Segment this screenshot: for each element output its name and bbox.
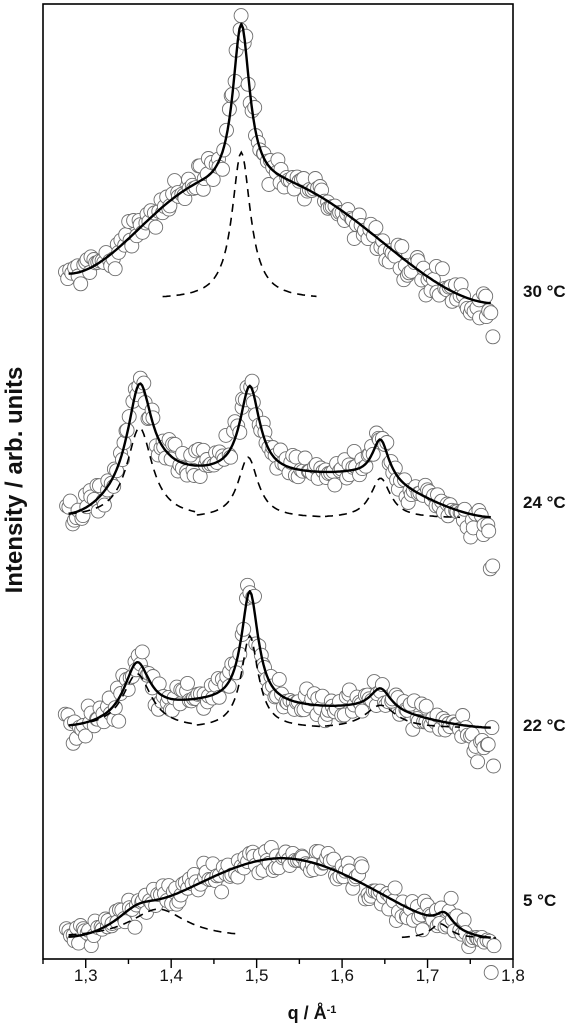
- data-point: [485, 329, 501, 345]
- data-point: [244, 373, 260, 389]
- x-tick-label: 1,7: [416, 966, 440, 985]
- x-axis-title: q / Å-1: [288, 1003, 337, 1023]
- data-point: [483, 305, 499, 321]
- series-label: 30 °C: [523, 282, 566, 301]
- fit-curve: [68, 590, 491, 729]
- component-curve: [196, 634, 326, 728]
- x-tick-label: 1,6: [330, 966, 354, 985]
- fit-curve: [68, 22, 491, 305]
- data-point: [180, 675, 195, 691]
- series-label: 24 °C: [523, 493, 566, 512]
- component-curves: [68, 150, 496, 939]
- series-label: 22 °C: [523, 716, 566, 735]
- component-curve: [77, 672, 196, 725]
- data-point: [354, 859, 370, 875]
- series-label: 5 °C: [523, 891, 556, 910]
- data-point: [111, 713, 127, 729]
- data-point: [233, 8, 249, 24]
- component-curve: [162, 150, 317, 298]
- data-point: [481, 523, 497, 539]
- fit-curve: [68, 857, 491, 939]
- y-axis-title: Intensity / arb. units: [1, 367, 28, 594]
- data-point: [443, 890, 459, 906]
- data-point: [96, 497, 112, 513]
- data-points: [57, 8, 502, 980]
- component-curve: [196, 456, 326, 518]
- data-point: [214, 884, 230, 900]
- data-point: [148, 219, 164, 235]
- component-curve: [68, 427, 196, 515]
- data-point: [394, 239, 410, 254]
- data-point: [470, 754, 486, 770]
- data-point: [327, 477, 343, 493]
- data-point: [387, 880, 403, 896]
- x-tick-label: 1,3: [74, 966, 98, 985]
- data-point: [271, 671, 287, 687]
- data-point: [78, 728, 93, 744]
- series-labels: 5 °C 22 °C 24 °C 30 °C: [523, 282, 566, 910]
- component-curve: [401, 923, 496, 939]
- data-point: [73, 276, 89, 292]
- data-point: [483, 965, 499, 980]
- data-point: [480, 737, 496, 752]
- data-point: [456, 912, 472, 928]
- data-point: [434, 261, 450, 277]
- data-point: [486, 758, 501, 774]
- x-tick-label: 1,8: [501, 966, 525, 985]
- data-point: [134, 644, 150, 660]
- x-axis-ticks: 1,3 1,4 1,5 1,6 1,7 1,8: [42, 959, 525, 985]
- data-point: [127, 919, 143, 935]
- data-point: [107, 261, 123, 277]
- data-point: [486, 938, 502, 954]
- data-point: [418, 698, 434, 714]
- fit-curves: [68, 22, 491, 939]
- fit-curve: [68, 382, 491, 519]
- x-tick-label: 1,5: [245, 966, 269, 985]
- component-curve: [324, 704, 460, 728]
- x-tick-label: 1,4: [159, 966, 183, 985]
- data-point: [354, 703, 370, 719]
- data-point: [485, 558, 501, 574]
- data-point: [247, 100, 263, 115]
- plot-frame: [42, 3, 514, 960]
- data-point: [368, 220, 384, 236]
